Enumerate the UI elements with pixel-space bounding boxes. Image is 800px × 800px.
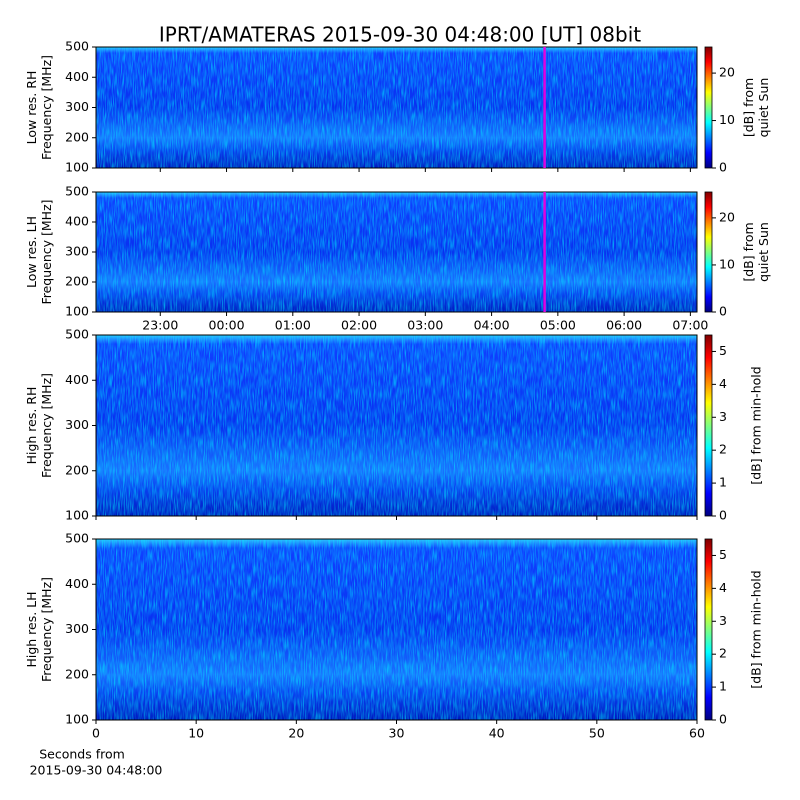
y-tick-label: 400 (65, 372, 89, 387)
y-tick-label: 300 (65, 621, 89, 636)
colorbar-tick-label: 4 (719, 376, 727, 391)
y-tick-label: 200 (65, 129, 89, 144)
y-tick-label: 300 (65, 244, 89, 259)
spectrogram-noise (96, 539, 697, 720)
colorbar-tick-label: 2 (719, 442, 727, 457)
colorbar-label: [dB] from (741, 222, 756, 281)
figure-title: IPRT/AMATERAS 2015-09-30 04:48:00 [UT] 0… (159, 23, 641, 47)
y-tick-label: 500 (65, 531, 89, 546)
x-tick-label: 04:00 (474, 318, 510, 333)
x-tick-label: 60 (689, 726, 705, 741)
colorbar-tick-label: 1 (719, 679, 727, 694)
colorbar-label: quiet Sun (756, 78, 771, 138)
colorbar (704, 191, 713, 313)
y-tick-label: 400 (65, 576, 89, 591)
colorbar-tick-label: 3 (719, 613, 727, 628)
x-tick-label: 01:00 (275, 318, 311, 333)
colorbar (704, 538, 713, 721)
y-axis-label: Frequency [MHz] (39, 373, 54, 478)
y-tick-label: 200 (65, 666, 89, 681)
x-tick-label: 10 (188, 726, 204, 741)
colorbar-tick-label: 0 (719, 712, 727, 727)
y-tick-label: 100 (65, 160, 89, 175)
y-tick-label: 400 (65, 214, 89, 229)
colorbar (704, 46, 713, 169)
colorbar-tick-label: 0 (719, 304, 727, 319)
x-axis-label: Seconds from (39, 747, 125, 762)
y-tick-label: 100 (65, 712, 89, 727)
colorbar-tick-label: 1 (719, 475, 727, 490)
colorbar-tick-label: 0 (719, 508, 727, 523)
colorbar-tick-label: 5 (719, 343, 727, 358)
colorbar (704, 334, 713, 517)
spectrogram-noise (96, 335, 697, 516)
colorbar-label: quiet Sun (756, 222, 771, 282)
x-axis-label: 2015-09-30 04:48:00 (30, 763, 163, 778)
y-axis-label: Frequency [MHz] (39, 577, 54, 682)
x-tick-label: 40 (489, 726, 505, 741)
y-axis-label: Low res. RH (24, 71, 39, 145)
x-tick-label: 02:00 (341, 318, 377, 333)
x-tick-label: 00:00 (209, 318, 245, 333)
colorbar-tick-label: 3 (719, 409, 727, 424)
y-tick-label: 300 (65, 99, 89, 114)
y-tick-label: 200 (65, 462, 89, 477)
x-tick-label: 07:00 (672, 318, 708, 333)
y-tick-label: 200 (65, 274, 89, 289)
spectrogram-noise (96, 47, 697, 168)
colorbar-tick-label: 10 (719, 256, 735, 271)
colorbar-tick-label: 0 (719, 160, 727, 175)
x-tick-label: 50 (589, 726, 605, 741)
colorbar-tick-label: 4 (719, 580, 727, 595)
colorbar-tick-label: 2 (719, 646, 727, 661)
y-tick-label: 400 (65, 69, 89, 84)
x-tick-label: 30 (389, 726, 405, 741)
y-axis-label: Low res. LH (24, 216, 39, 288)
colorbar-tick-label: 20 (719, 209, 735, 224)
y-axis-label: High res. RH (24, 387, 39, 465)
y-axis-label: High res. LH (24, 591, 39, 667)
colorbar-tick-label: 20 (719, 65, 735, 80)
y-tick-label: 500 (65, 39, 89, 54)
x-tick-label: 06:00 (606, 318, 642, 333)
y-tick-label: 100 (65, 508, 89, 523)
y-tick-label: 100 (65, 304, 89, 319)
colorbar-label: [dB] from (741, 78, 756, 137)
y-tick-label: 500 (65, 184, 89, 199)
spectrogram-noise (96, 192, 697, 312)
colorbar-label: [dB] from min-hold (749, 366, 764, 484)
y-tick-label: 500 (65, 327, 89, 342)
y-axis-label: Frequency [MHz] (39, 55, 54, 160)
y-tick-label: 300 (65, 417, 89, 432)
colorbar-tick-label: 10 (719, 112, 735, 127)
x-tick-label: 03:00 (407, 318, 443, 333)
y-axis-label: Frequency [MHz] (39, 199, 54, 304)
colorbar-tick-label: 5 (719, 547, 727, 562)
x-tick-label: 0 (92, 726, 100, 741)
x-tick-label: 05:00 (540, 318, 576, 333)
x-tick-label: 23:00 (142, 318, 178, 333)
x-tick-label: 20 (288, 726, 304, 741)
colorbar-label: [dB] from min-hold (749, 570, 764, 688)
